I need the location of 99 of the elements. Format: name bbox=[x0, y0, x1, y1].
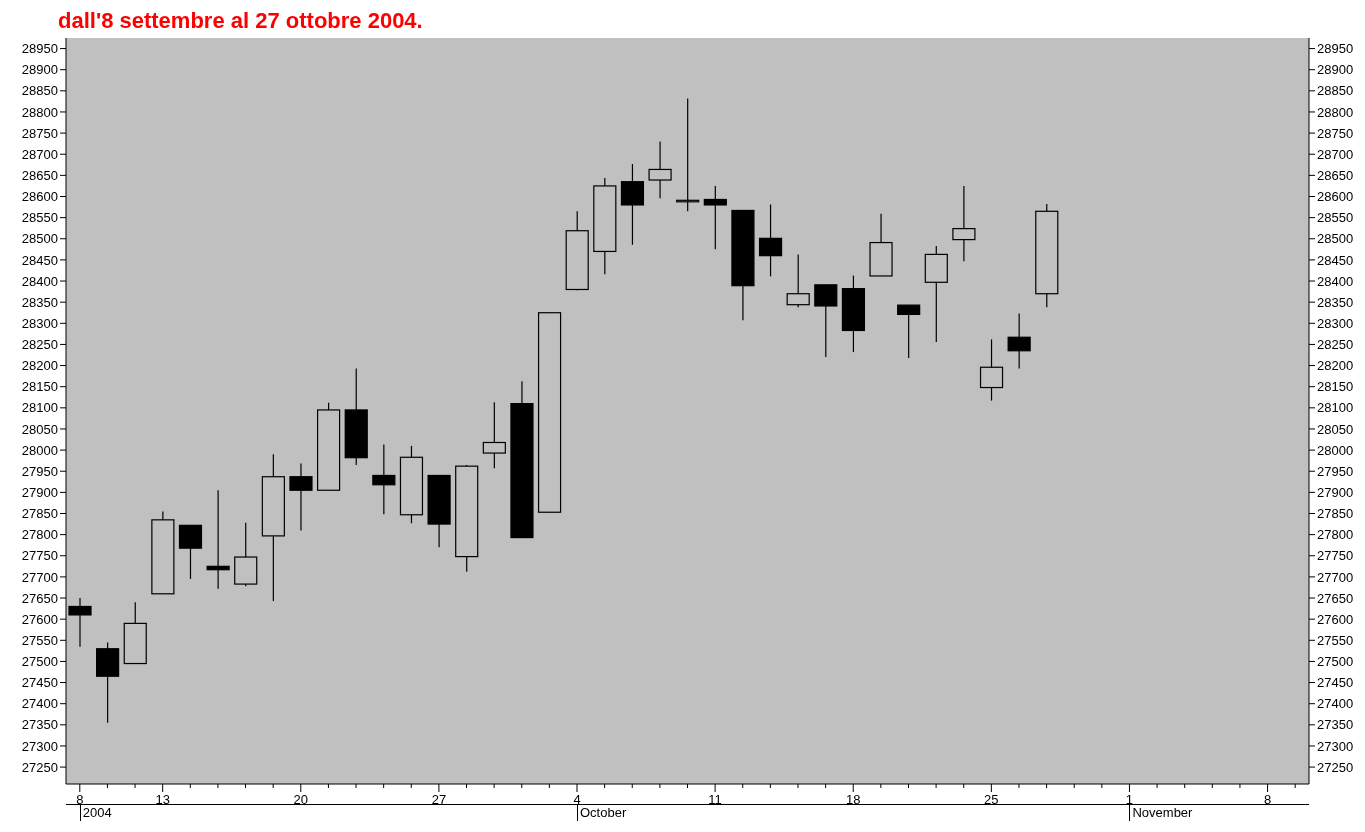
y-tick-label: 27800 bbox=[21, 527, 58, 543]
y-tick-label: 28100 bbox=[21, 400, 58, 416]
y-tick-label: 28250 bbox=[21, 337, 58, 353]
y-tick-label: 28050 bbox=[21, 421, 58, 437]
text: 2004 bbox=[79, 804, 112, 821]
y-tick-label: 28750 bbox=[21, 125, 58, 141]
x-tick-label: 4 bbox=[573, 792, 581, 807]
candlestick bbox=[814, 284, 838, 358]
y2-tick-label: 27700 bbox=[1317, 569, 1354, 585]
text: November bbox=[1129, 804, 1193, 821]
y2-tick-label: 27500 bbox=[1317, 654, 1354, 670]
y2-tick-label: 27850 bbox=[1317, 506, 1354, 522]
y-tick-label: 28550 bbox=[21, 210, 58, 226]
y2-tick-label: 27950 bbox=[1317, 463, 1354, 479]
candlestick bbox=[786, 253, 810, 308]
y2-tick-label: 27800 bbox=[1317, 527, 1354, 543]
chart-title: dall'8 settembre al 27 ottobre 2004. bbox=[57, 8, 424, 34]
y-tick-label: 27400 bbox=[21, 696, 58, 712]
y-tick-label: 27600 bbox=[21, 611, 58, 627]
candlestick bbox=[289, 463, 313, 531]
y2-tick-label: 27300 bbox=[1317, 738, 1354, 754]
y-tick-label: 28500 bbox=[21, 231, 58, 247]
y2-tick-label: 28450 bbox=[1317, 252, 1354, 268]
y-tick-label: 27900 bbox=[21, 484, 58, 500]
y2-tick-label: 28100 bbox=[1317, 400, 1354, 416]
candlestick bbox=[648, 140, 672, 199]
y-tick-label: 28650 bbox=[21, 167, 58, 183]
y2-tick-label: 28400 bbox=[1317, 273, 1354, 289]
y-tick-label: 28850 bbox=[21, 83, 58, 99]
y2-tick-label: 28600 bbox=[1317, 189, 1354, 205]
y-tick-label: 27350 bbox=[21, 717, 58, 733]
y2-tick-label: 27450 bbox=[1317, 675, 1354, 691]
candlestick bbox=[979, 338, 1004, 402]
y2-tick-label: 28050 bbox=[1317, 421, 1354, 437]
y-tick-label: 27450 bbox=[21, 675, 58, 691]
candlestick bbox=[206, 489, 230, 590]
y2-tick-label: 28250 bbox=[1317, 337, 1354, 353]
text: October bbox=[577, 804, 627, 821]
y-tick-label: 27850 bbox=[21, 506, 58, 522]
candlestick bbox=[952, 185, 976, 262]
y-tick-label: 28950 bbox=[21, 41, 58, 57]
candlestick bbox=[372, 444, 396, 515]
y-tick-label: 28350 bbox=[21, 294, 58, 310]
y-tick-label: 28150 bbox=[21, 379, 58, 395]
y-tick-label: 27250 bbox=[21, 759, 58, 775]
candlestick bbox=[758, 203, 783, 277]
y-tick-label: 28400 bbox=[21, 273, 58, 289]
y2-tick-label: 28750 bbox=[1317, 125, 1354, 141]
y2-tick-label: 27600 bbox=[1317, 611, 1354, 627]
y2-tick-label: 28000 bbox=[1317, 442, 1354, 458]
candlestick bbox=[1007, 312, 1031, 370]
y2-tick-label: 28650 bbox=[1317, 167, 1354, 183]
x-tick-label: 1 bbox=[1125, 792, 1134, 807]
x-tick-label: 11 bbox=[708, 792, 722, 807]
y2-tick-label: 28850 bbox=[1317, 83, 1354, 99]
y-tick-label: 28700 bbox=[21, 146, 58, 162]
y-tick-label: 27750 bbox=[21, 548, 58, 564]
y-tick-label: 28900 bbox=[21, 62, 58, 78]
x-tick-label: 20 bbox=[293, 792, 309, 807]
y2-tick-label: 27400 bbox=[1317, 696, 1354, 712]
x-tick-label: 25 bbox=[984, 792, 999, 807]
y-tick-label: 28000 bbox=[21, 442, 58, 458]
y-tick-label: 28450 bbox=[21, 252, 58, 268]
y2-tick-label: 28700 bbox=[1317, 146, 1354, 162]
y2-tick-label: 28950 bbox=[1317, 41, 1354, 57]
y2-tick-label: 28800 bbox=[1317, 104, 1354, 120]
y2-tick-label: 27900 bbox=[1317, 484, 1354, 500]
y-tick-label: 27700 bbox=[21, 569, 58, 585]
y2-tick-label: 27350 bbox=[1317, 717, 1354, 733]
y-tick-label: 27650 bbox=[21, 590, 58, 606]
y2-tick-label: 27650 bbox=[1317, 590, 1354, 606]
y2-tick-label: 28900 bbox=[1317, 62, 1354, 78]
y2-tick-label: 28200 bbox=[1317, 358, 1354, 374]
y-tick-label: 28800 bbox=[21, 104, 58, 120]
y-tick-label: 28300 bbox=[21, 315, 58, 331]
x-tick-label: 27 bbox=[431, 792, 447, 807]
y2-tick-label: 27750 bbox=[1317, 548, 1354, 564]
y-tick-label: 27300 bbox=[21, 738, 58, 754]
y2-tick-label: 28350 bbox=[1317, 294, 1354, 310]
x-tick-label: 18 bbox=[846, 792, 861, 807]
y-tick-label: 28200 bbox=[21, 358, 58, 374]
y-tick-label: 27950 bbox=[21, 463, 58, 479]
candlestick bbox=[620, 163, 645, 246]
y2-tick-label: 27550 bbox=[1317, 632, 1354, 648]
x-tick-label: 13 bbox=[155, 792, 170, 807]
candlestick bbox=[482, 401, 506, 469]
y2-tick-label: 27250 bbox=[1317, 759, 1354, 775]
candlestick bbox=[897, 304, 921, 359]
y2-tick-label: 28550 bbox=[1317, 210, 1354, 226]
y-tick-label: 27550 bbox=[21, 632, 58, 648]
y-tick-label: 27500 bbox=[21, 654, 58, 670]
y2-tick-label: 28150 bbox=[1317, 379, 1354, 395]
x-tick-label: 8 bbox=[76, 792, 84, 807]
y2-tick-label: 28300 bbox=[1317, 315, 1354, 331]
candlestick bbox=[178, 524, 203, 580]
candlestick bbox=[703, 185, 727, 250]
y-tick-label: 28600 bbox=[21, 189, 58, 205]
x-tick-label: 8 bbox=[1263, 792, 1272, 807]
y2-tick-label: 28500 bbox=[1317, 231, 1354, 247]
